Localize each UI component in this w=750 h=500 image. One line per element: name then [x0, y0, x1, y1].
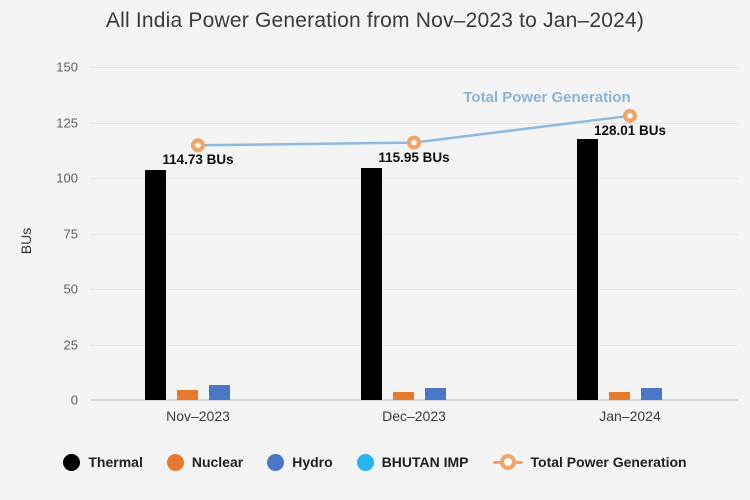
legend-swatch-bhutan-imp-icon	[356, 453, 374, 471]
chart-title: All India Power Generation from Nov–2023…	[105, 9, 645, 32]
legend-label-nuclear: Nuclear	[191, 454, 244, 470]
data-label-dec-2023: 115.95 BUs	[378, 149, 450, 165]
data-label-jan-2024: 128.01 BUs	[593, 122, 667, 138]
bar-hydro-dec-2023[interactable]	[424, 387, 446, 400]
legend-swatch-total-power-generation-icon	[492, 454, 523, 471]
legend-swatch-nuclear-icon	[166, 453, 184, 471]
gridline-0	[90, 399, 738, 401]
y-tick-label-100: 100	[56, 170, 78, 186]
x-tick-label-jan-2024: Jan–2024	[599, 408, 661, 424]
y-tick-label-150: 150	[56, 59, 78, 75]
bar-nuclear-jan-2024[interactable]	[608, 392, 630, 400]
legend-swatch-thermal-icon	[63, 453, 81, 471]
legend-item-hydro[interactable]: Hydro	[267, 453, 333, 471]
legend-label-thermal: Thermal	[88, 454, 143, 470]
y-tick-label-75: 75	[63, 226, 78, 241]
gridline-150	[90, 67, 738, 68]
x-tick-label-dec-2023: Dec–2023	[382, 408, 446, 424]
total-line-series-label: Total Power Generation	[463, 89, 631, 106]
gridline-100	[90, 178, 738, 179]
legend-item-thermal[interactable]: Thermal	[63, 453, 143, 471]
bar-hydro-jan-2024[interactable]	[640, 387, 662, 400]
y-tick-label-125: 125	[56, 115, 78, 130]
bar-thermal-nov-2023[interactable]	[144, 170, 166, 400]
y-tick-label-0: 0	[70, 392, 78, 408]
legend-item-nuclear[interactable]: Nuclear	[166, 453, 244, 471]
y-tick-label-25: 25	[63, 337, 78, 352]
bar-nuclear-nov-2023[interactable]	[176, 390, 198, 400]
legend-swatch-hydro-icon	[267, 453, 285, 471]
gridline-50	[90, 289, 738, 290]
bar-hydro-nov-2023[interactable]	[208, 384, 230, 400]
gridline-75	[90, 233, 738, 235]
data-label-nov-2023: 114.73 BUs	[162, 152, 234, 168]
legend-item-bhutan-imp[interactable]: BHUTAN IMP	[356, 453, 469, 471]
legend-label-bhutan-imp: BHUTAN IMP	[381, 454, 469, 470]
legend-label-hydro: Hydro	[292, 454, 333, 470]
legend-item-total-power-generation[interactable]: Total Power Generation	[492, 454, 687, 471]
bar-nuclear-dec-2023[interactable]	[392, 391, 414, 400]
gridline-25	[90, 344, 738, 346]
y-tick-label-50: 50	[63, 281, 78, 297]
legend-label-total-power-generation: Total Power Generation	[530, 454, 687, 470]
y-axis-title: BUs	[18, 227, 34, 255]
x-tick-label-nov-2023: Nov–2023	[166, 408, 230, 424]
legend: Thermal Nuclear Hydro BHUTAN IMP Total P…	[0, 447, 750, 477]
bar-thermal-jan-2024[interactable]	[576, 139, 598, 400]
bar-thermal-dec-2023[interactable]	[360, 168, 382, 400]
